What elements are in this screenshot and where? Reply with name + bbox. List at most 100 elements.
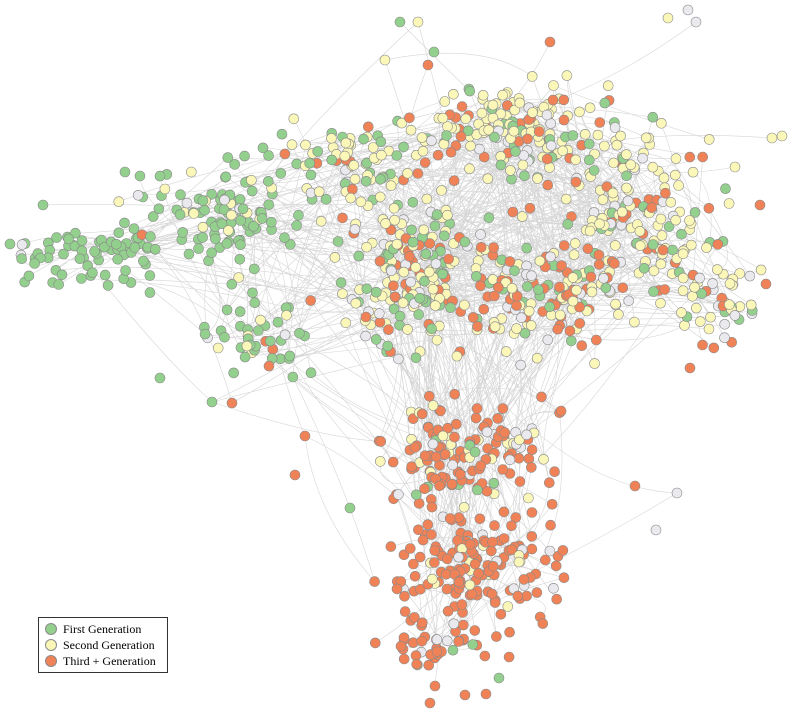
node-third-generation bbox=[524, 202, 536, 214]
node-first-generation bbox=[495, 159, 507, 171]
node-second-generation bbox=[355, 196, 367, 208]
node-third-generation bbox=[582, 243, 594, 254]
node-first-generation bbox=[647, 111, 659, 123]
legend-item-third-generation: Third + Generation bbox=[45, 653, 161, 669]
node-third-generation bbox=[489, 520, 500, 531]
node-third-generation bbox=[526, 543, 538, 555]
node-third-generation bbox=[467, 312, 479, 323]
node-third-generation bbox=[404, 112, 415, 124]
node-second-generation bbox=[690, 302, 702, 314]
node-second-generation bbox=[571, 284, 582, 296]
node-first-generation bbox=[87, 267, 98, 279]
node-third-generation bbox=[398, 653, 410, 665]
node-first-generation bbox=[23, 270, 35, 282]
node-third-generation bbox=[513, 452, 525, 464]
node-first-generation bbox=[119, 217, 130, 229]
node-second-generation bbox=[339, 150, 351, 162]
node-first-generation bbox=[145, 231, 156, 242]
node-second-generation bbox=[594, 218, 605, 230]
node-third-generation bbox=[455, 131, 467, 142]
node-third-generation bbox=[480, 688, 492, 700]
node-third-generation bbox=[289, 469, 301, 481]
node-unclassified bbox=[516, 312, 527, 324]
graph-nodes bbox=[4, 4, 788, 709]
node-second-generation bbox=[586, 286, 598, 298]
node-first-generation bbox=[638, 262, 650, 274]
node-third-generation bbox=[475, 460, 487, 472]
node-third-generation bbox=[556, 260, 567, 271]
node-third-generation bbox=[499, 427, 511, 438]
node-third-generation bbox=[473, 567, 484, 579]
node-first-generation bbox=[284, 239, 296, 250]
node-second-generation bbox=[458, 501, 470, 513]
node-third-generation bbox=[432, 149, 444, 161]
node-third-generation bbox=[398, 549, 410, 561]
node-second-generation bbox=[416, 132, 428, 143]
node-third-generation bbox=[391, 583, 403, 595]
node-first-generation bbox=[234, 306, 246, 317]
node-unclassified bbox=[279, 329, 291, 341]
node-second-generation bbox=[656, 230, 668, 241]
node-second-generation bbox=[711, 264, 723, 275]
node-second-generation bbox=[361, 241, 372, 253]
node-third-generation bbox=[629, 480, 641, 492]
node-third-generation bbox=[299, 430, 311, 442]
node-third-generation bbox=[533, 126, 545, 137]
node-second-generation bbox=[634, 226, 646, 237]
node-third-generation bbox=[399, 590, 410, 602]
node-second-generation bbox=[687, 290, 698, 302]
node-third-generation bbox=[510, 512, 522, 523]
node-unclassified bbox=[622, 195, 634, 207]
node-third-generation bbox=[413, 524, 424, 536]
node-first-generation bbox=[177, 227, 188, 238]
node-third-generation bbox=[550, 560, 562, 572]
node-unclassified bbox=[393, 489, 404, 500]
node-first-generation bbox=[431, 209, 443, 220]
node-first-generation bbox=[426, 323, 437, 335]
node-second-generation bbox=[662, 12, 674, 24]
node-second-generation bbox=[703, 323, 715, 335]
node-third-generation bbox=[375, 436, 387, 447]
node-second-generation bbox=[625, 159, 637, 170]
node-first-generation bbox=[445, 302, 456, 314]
node-third-generation bbox=[443, 253, 454, 265]
node-first-generation bbox=[263, 199, 275, 210]
node-third-generation bbox=[406, 461, 417, 473]
node-third-generation bbox=[617, 282, 629, 294]
node-first-generation bbox=[332, 236, 344, 247]
node-third-generation bbox=[388, 280, 399, 292]
node-third-generation bbox=[558, 114, 570, 126]
node-first-generation bbox=[305, 367, 317, 379]
node-third-generation bbox=[469, 558, 481, 570]
node-second-generation bbox=[465, 140, 476, 152]
node-first-generation bbox=[154, 170, 166, 182]
node-third-generation bbox=[430, 451, 442, 463]
node-third-generation bbox=[703, 203, 715, 214]
node-second-generation bbox=[513, 556, 525, 568]
node-first-generation bbox=[375, 174, 386, 185]
node-third-generation bbox=[546, 498, 558, 510]
node-third-generation bbox=[558, 94, 570, 106]
node-first-generation bbox=[147, 211, 159, 222]
node-third-generation bbox=[545, 519, 556, 531]
node-second-generation bbox=[755, 264, 767, 276]
node-second-generation bbox=[241, 340, 253, 352]
node-first-generation bbox=[293, 210, 304, 221]
node-second-generation bbox=[523, 305, 535, 317]
node-first-generation bbox=[382, 340, 394, 352]
node-second-generation bbox=[621, 182, 632, 194]
node-first-generation bbox=[112, 253, 123, 265]
node-unclassified bbox=[405, 276, 417, 288]
node-third-generation bbox=[485, 545, 497, 557]
node-second-generation bbox=[431, 334, 443, 346]
node-second-generation bbox=[423, 266, 435, 278]
node-unclassified bbox=[373, 308, 385, 319]
node-second-generation bbox=[655, 213, 667, 225]
node-second-generation bbox=[223, 225, 234, 236]
node-unclassified bbox=[542, 334, 554, 346]
node-unclassified bbox=[545, 140, 557, 151]
node-first-generation bbox=[234, 194, 246, 205]
node-third-generation bbox=[504, 256, 516, 267]
legend-label-third-generation: Third + Generation bbox=[63, 653, 156, 668]
node-unclassified bbox=[719, 318, 731, 330]
